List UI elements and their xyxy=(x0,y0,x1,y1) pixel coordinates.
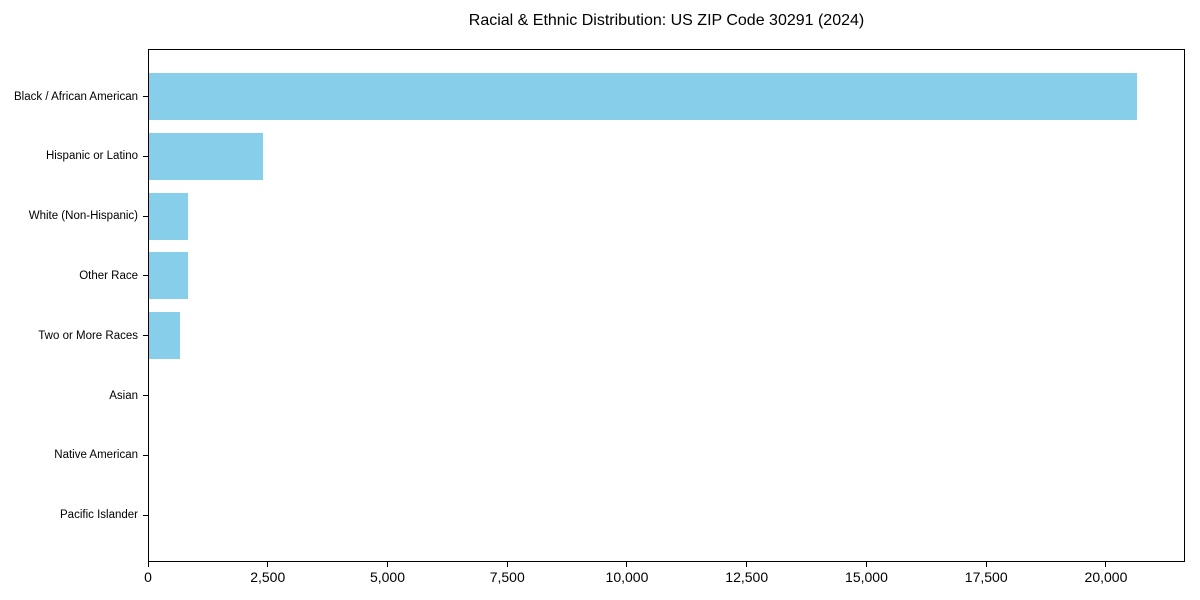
bar-hispanic-or-latino xyxy=(149,132,264,180)
chart-title: Racial & Ethnic Distribution: US ZIP Cod… xyxy=(468,12,865,29)
y-tick-mark xyxy=(143,275,148,277)
y-tick-mark xyxy=(143,454,148,456)
y-tick-mark xyxy=(143,335,148,337)
y-tick-label-asian: Asian xyxy=(109,389,138,402)
x-tick-label-12-500: 12,500 xyxy=(725,569,769,585)
x-tick-mark xyxy=(386,562,388,567)
x-tick-mark xyxy=(746,562,748,567)
y-tick-mark xyxy=(143,96,148,97)
x-tick-mark xyxy=(147,562,149,567)
x-tick-mark xyxy=(626,562,628,567)
x-tick-mark xyxy=(985,562,987,567)
y-tick-label-two-or-more-races: Two or More Races xyxy=(38,329,138,342)
x-tick-mark xyxy=(1105,562,1107,567)
x-tick-label-2-500: 2,500 xyxy=(250,569,286,585)
x-tick-label-7-500: 7,500 xyxy=(489,569,525,585)
x-tick-label-15-000: 15,000 xyxy=(845,569,888,585)
x-tick-label-10-000: 10,000 xyxy=(605,569,649,585)
y-tick-mark xyxy=(143,514,148,516)
y-tick-label-native-american: Native American xyxy=(54,449,138,462)
y-tick-label-white-non-hispanic: White (Non-Hispanic) xyxy=(28,210,138,223)
bar-two-or-more-races xyxy=(149,312,180,360)
x-tick-label-5-000: 5,000 xyxy=(369,569,405,585)
x-tick-label-20-000: 20,000 xyxy=(1084,569,1128,585)
x-tick-mark xyxy=(506,562,508,567)
x-tick-mark xyxy=(865,562,867,567)
bar-other-race xyxy=(149,252,189,300)
bar-black-african-american xyxy=(149,73,1137,120)
bar-white-non-hispanic xyxy=(149,192,189,240)
y-tick-mark xyxy=(143,155,148,157)
x-tick-mark xyxy=(267,562,269,567)
y-tick-label-hispanic-or-latino: Hispanic or Latino xyxy=(45,150,138,163)
y-tick-mark xyxy=(143,215,148,217)
plot-area xyxy=(148,49,1185,562)
y-tick-label-pacific-islander: Pacific Islander xyxy=(60,509,138,522)
y-tick-label-black-african-american: Black / African American xyxy=(14,90,138,103)
x-tick-label-17-500: 17,500 xyxy=(964,569,1008,585)
x-tick-label-0: 0 xyxy=(144,569,152,585)
y-tick-label-other-race: Other Race xyxy=(79,269,138,282)
y-tick-mark xyxy=(143,395,148,396)
